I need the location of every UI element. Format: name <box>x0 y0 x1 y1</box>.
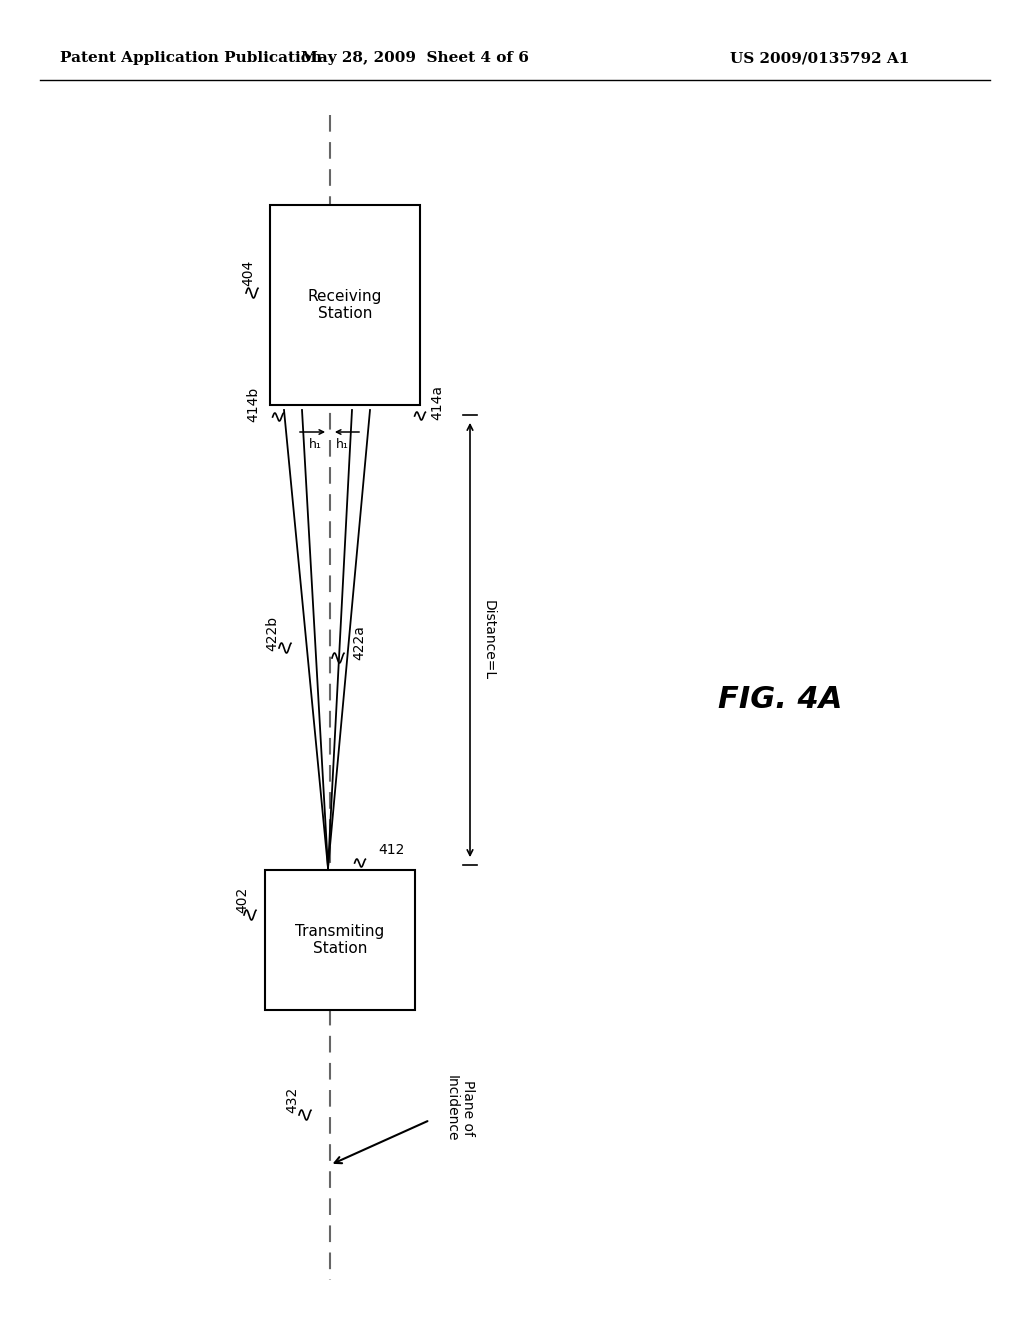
Text: 412: 412 <box>378 843 404 857</box>
Text: May 28, 2009  Sheet 4 of 6: May 28, 2009 Sheet 4 of 6 <box>301 51 529 65</box>
Text: 422a: 422a <box>352 626 366 660</box>
Text: 414a: 414a <box>430 384 444 420</box>
Bar <box>270 205 420 405</box>
Text: Receiving
Station: Receiving Station <box>308 289 382 321</box>
Text: Patent Application Publication: Patent Application Publication <box>60 51 322 65</box>
Text: US 2009/0135792 A1: US 2009/0135792 A1 <box>730 51 909 65</box>
Bar <box>265 870 415 1010</box>
Text: 404: 404 <box>241 260 255 286</box>
Text: h₁: h₁ <box>308 437 322 450</box>
Text: h₁: h₁ <box>336 437 348 450</box>
Text: 414b: 414b <box>246 387 260 421</box>
Text: Transmiting
Station: Transmiting Station <box>295 924 385 956</box>
Text: 402: 402 <box>234 887 249 913</box>
Text: FIG. 4A: FIG. 4A <box>718 685 842 714</box>
Text: 422b: 422b <box>265 615 279 651</box>
Text: Plane of
Incidence: Plane of Incidence <box>444 1074 475 1142</box>
Text: 432: 432 <box>285 1086 299 1113</box>
Text: Distance=L: Distance=L <box>482 599 496 680</box>
